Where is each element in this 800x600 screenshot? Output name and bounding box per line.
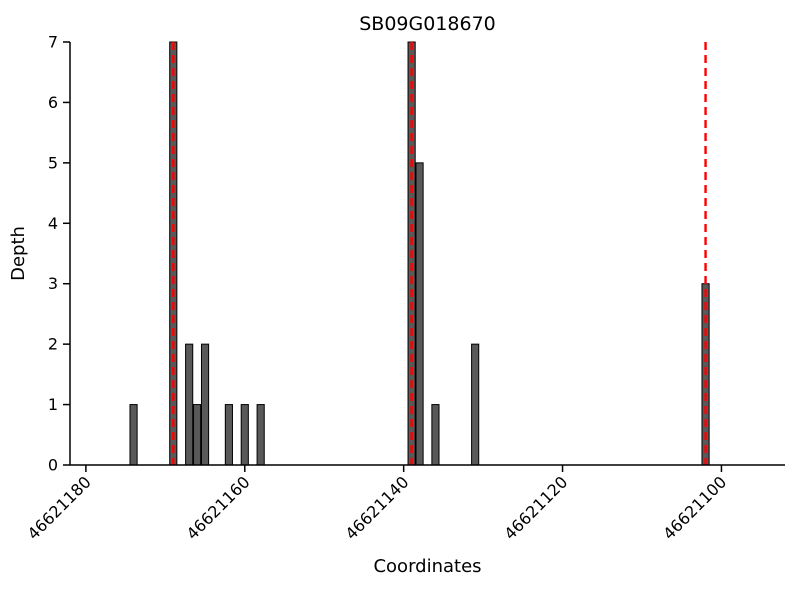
bar	[200, 343, 210, 466]
bar	[129, 404, 138, 466]
y-tick-label: 4	[48, 214, 58, 233]
bar	[471, 343, 480, 466]
y-tick-label: 3	[48, 274, 58, 293]
bar	[224, 404, 233, 466]
chart-title: SB09G018670	[359, 13, 496, 35]
bar	[193, 404, 202, 466]
bar	[431, 404, 440, 466]
y-axis-label: Depth	[8, 226, 29, 281]
x-axis-label: Coordinates	[373, 556, 481, 577]
y-tick-label: 2	[48, 335, 58, 354]
y-tick-label: 6	[48, 93, 58, 112]
y-tick-label: 1	[48, 395, 58, 414]
bar	[240, 404, 249, 466]
y-tick-label: 7	[48, 33, 58, 52]
y-tick-label: 5	[48, 153, 58, 172]
y-tick-label: 0	[48, 456, 58, 475]
bar	[185, 343, 194, 466]
bar	[256, 404, 265, 466]
bar	[415, 162, 424, 466]
